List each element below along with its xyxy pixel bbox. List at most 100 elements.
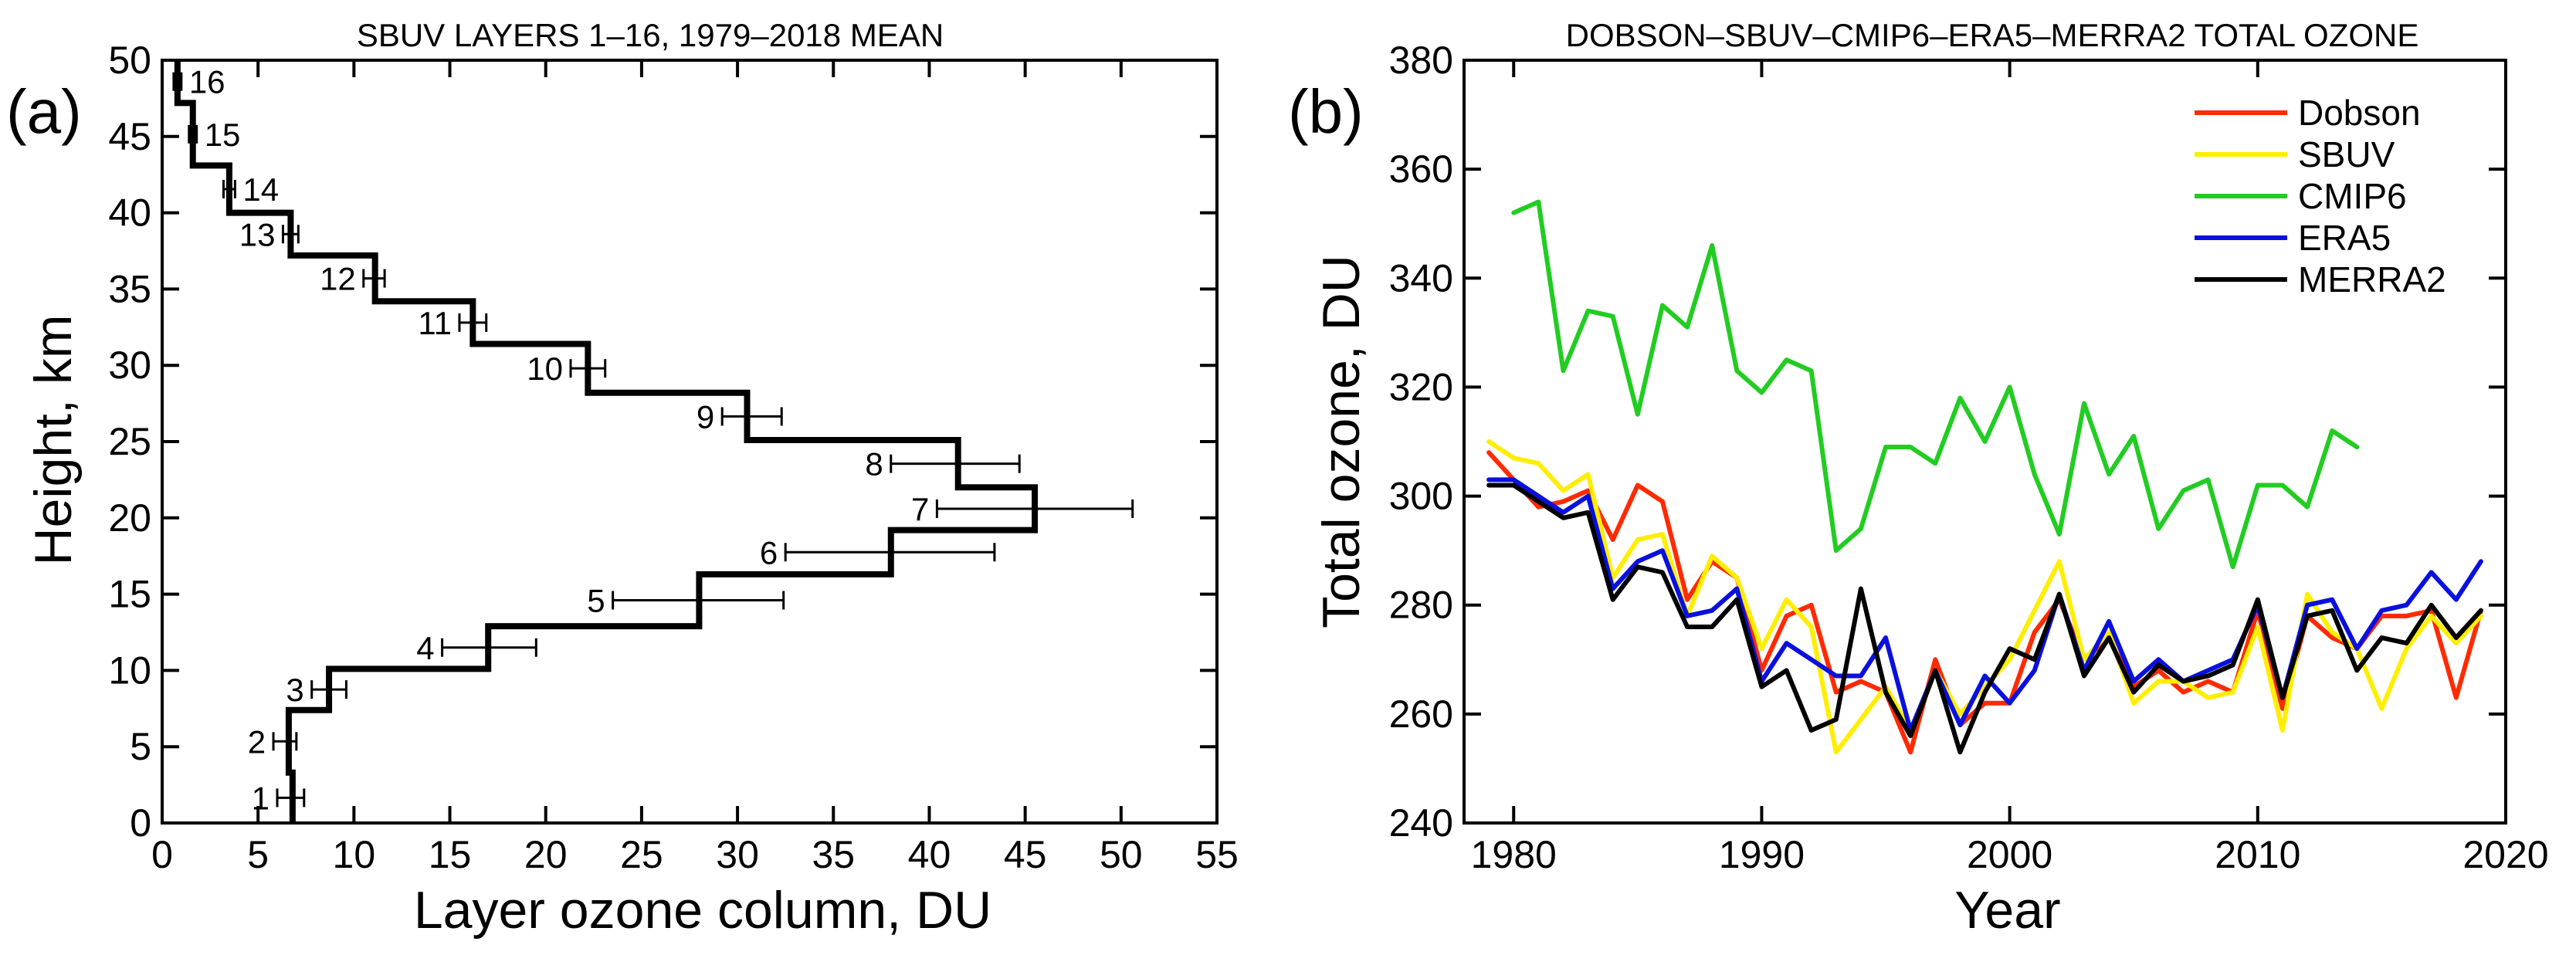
panel-a-x-tick-label: 20	[524, 833, 568, 876]
panel-b-x-tick-label: 2020	[2462, 833, 2548, 876]
panel-b-x-tick-label: 1990	[1719, 833, 1805, 876]
panel-a-layer-label: 9	[697, 398, 714, 435]
panel-a-layer-label: 14	[242, 171, 279, 208]
panel-a-ozone-profile-line	[174, 60, 1039, 823]
panel-b-y-tick-label: 340	[1389, 256, 1453, 300]
panel-b-legend-label: ERA5	[2298, 218, 2391, 258]
panel-a-plot-frame	[161, 59, 1219, 825]
panel-b-x-tick-label: 2000	[1967, 833, 2052, 876]
panel-a-x-tick-label: 50	[1100, 833, 1143, 876]
panel-b-legend-label: SBUV	[2298, 134, 2395, 174]
panel-a-layer-label: 3	[286, 672, 303, 708]
panel-b-chart: (b) DOBSON–SBUV–CMIP6–ERA5–MERRA2 TOTAL …	[1288, 17, 2549, 940]
panel-b-series-line-dobson	[1486, 450, 2483, 755]
panel-a-y-tick-label: 25	[108, 420, 151, 463]
panel-a-error-bar	[612, 591, 785, 610]
panel-b-y-tick-label: 300	[1389, 475, 1453, 518]
panel-b-y-tick-label: 260	[1389, 693, 1453, 736]
panel-b-plot-frame	[1463, 59, 2507, 825]
panel-a-layer-label: 7	[911, 491, 929, 527]
panel-a-y-tick-label: 35	[108, 267, 151, 310]
panel-b-series-line-sbuv	[1486, 439, 2483, 755]
panel-a-tick-labels: 0 5 10 15 20 25 30 35 40 45 50 55051015202530354045…	[108, 39, 1238, 876]
panel-b-series-line-cmip6	[1511, 199, 2360, 570]
panel-a-error-bar	[720, 407, 783, 426]
panel-a-y-tick-label: 5	[130, 725, 151, 768]
panel-a-error-bar	[441, 638, 537, 657]
panel-a-label: (a)	[6, 77, 82, 146]
panel-a-error-bar	[362, 269, 386, 288]
panel-a-x-tick-label: 10	[333, 833, 376, 876]
panel-a-layer-label: 10	[527, 351, 563, 387]
panel-a-error-bar	[935, 499, 1134, 518]
panel-a-error-bar	[890, 454, 1021, 473]
panel-a-error-bar	[784, 543, 996, 562]
panel-b-series	[1486, 199, 2483, 755]
panel-b-legend-entry: SBUV	[2195, 134, 2395, 174]
panel-b-legend-label: Dobson	[2298, 93, 2421, 133]
panel-a-layer-label: 11	[418, 305, 452, 341]
panel-a-y-tick-label: 0	[130, 801, 151, 845]
panel-b-legend-entry: ERA5	[2195, 218, 2391, 258]
panel-b-y-tick-label: 380	[1389, 39, 1453, 82]
panel-a-y-tick-label: 10	[108, 649, 151, 692]
panel-b-legend-entry: Dobson	[2195, 93, 2421, 133]
panel-b-series-line-era5	[1486, 477, 2483, 733]
panel-a-y-tick-label: 45	[108, 115, 151, 158]
panel-a-layer-label: 13	[239, 216, 276, 252]
panel-b-legend-entry: MERRA2	[2195, 259, 2446, 300]
panel-a-y-tick-label: 40	[108, 191, 151, 235]
panel-a-y-tick-label: 15	[108, 573, 151, 616]
panel-a-x-axis-label: Layer ozone column, DU	[414, 881, 991, 940]
panel-a-error-bar	[569, 359, 607, 378]
panel-a-title: SBUV LAYERS 1–16, 1979–2018 MEAN	[357, 17, 944, 53]
panel-a-x-tick-label: 0	[151, 833, 173, 876]
panel-a-error-bar	[281, 225, 300, 244]
panel-b-x-tick-label: 2010	[2215, 833, 2300, 876]
panel-a-error-bar	[188, 124, 198, 144]
panel-a-chart: (a) SBUV LAYERS 1–16, 1979–2018 MEAN Hei…	[6, 17, 1239, 940]
panel-a-error-bar	[172, 72, 183, 91]
panel-a-x-tick-label: 45	[1004, 833, 1047, 876]
panel-b-y-tick-label: 280	[1389, 584, 1453, 627]
panel-a-x-tick-label: 30	[716, 833, 759, 876]
panel-a-layer-label: 1	[252, 780, 269, 816]
panel-a-error-bar	[276, 788, 306, 808]
panel-a-x-tick-label: 25	[620, 833, 663, 876]
panel-a-x-tick-label: 5	[247, 833, 269, 876]
panel-a-layer-label: 2	[248, 723, 266, 760]
panel-a-x-tick-label: 55	[1195, 833, 1239, 876]
panel-a-layer-label: 12	[320, 261, 356, 297]
panel-a-layer-label: 4	[416, 630, 434, 666]
panel-a-y-axis-label: Height, km	[24, 315, 83, 566]
panel-a-x-tick-label: 40	[908, 833, 951, 876]
panel-b-label: (b)	[1288, 77, 1364, 146]
panel-b-series-line-merra2	[1486, 483, 2483, 755]
panel-a-error-bar	[458, 313, 488, 332]
panel-b-x-tick-label: 1980	[1471, 833, 1557, 876]
panel-a-x-tick-label: 35	[812, 833, 855, 876]
panel-a-layer-label: 16	[189, 64, 225, 100]
panel-a-layer-label: 15	[205, 117, 241, 153]
panel-b-x-axis-label: Year	[1954, 881, 2060, 940]
panel-b-y-tick-label: 320	[1389, 365, 1453, 408]
panel-a-error-bar	[272, 732, 298, 751]
panel-b-y-tick-label: 360	[1389, 147, 1453, 191]
panel-a-y-tick-label: 50	[108, 39, 151, 82]
panel-a-y-tick-label: 30	[108, 344, 151, 387]
panel-b-legend-entry: CMIP6	[2195, 176, 2407, 216]
panel-a-layer-label: 8	[865, 446, 883, 483]
panel-b-legend-label: MERRA2	[2298, 259, 2446, 300]
panel-b-legend-label: CMIP6	[2298, 176, 2407, 216]
panel-b-y-tick-label: 240	[1389, 801, 1453, 845]
panel-a-layer-label: 5	[587, 583, 605, 619]
panel-a-error-bar	[310, 680, 347, 699]
panel-a-layer-label: 6	[760, 534, 778, 571]
panel-a-error-bars	[172, 72, 1134, 808]
panel-a-error-bar	[222, 179, 236, 198]
panel-a-x-tick-label: 15	[429, 833, 472, 876]
panel-b-title: DOBSON–SBUV–CMIP6–ERA5–MERRA2 TOTAL OZON…	[1566, 17, 2419, 53]
